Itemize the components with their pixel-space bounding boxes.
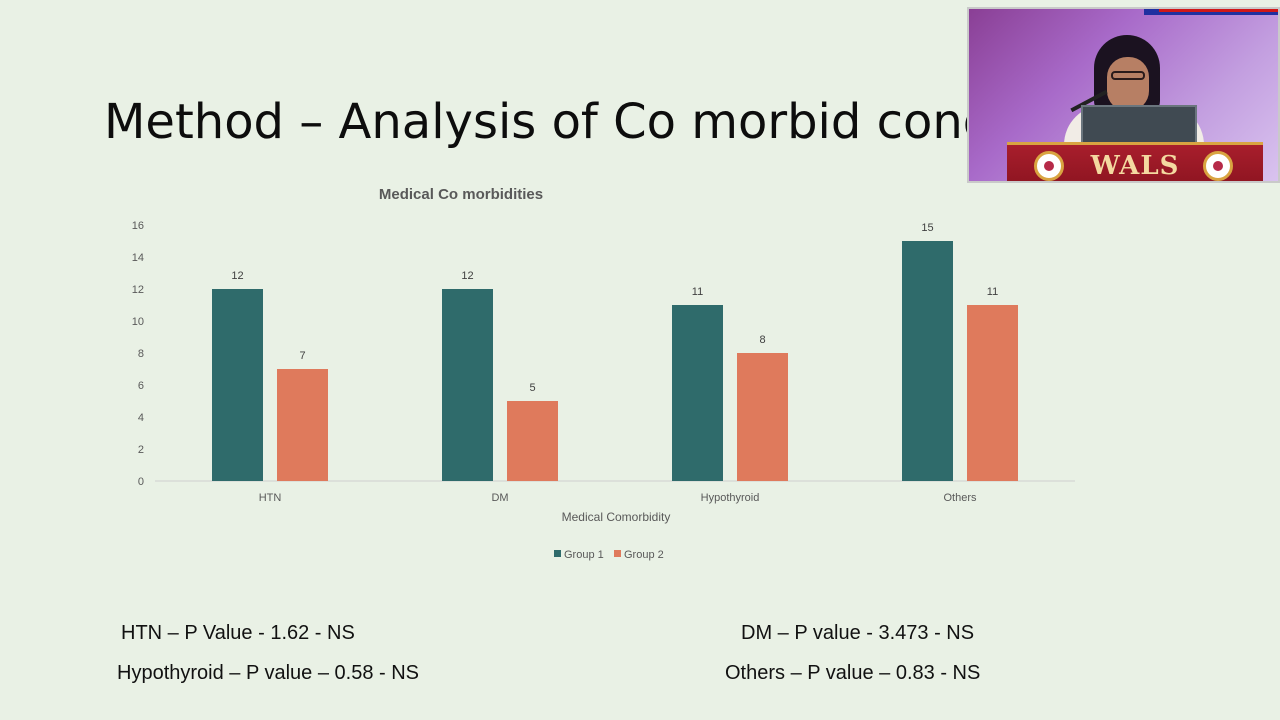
hypothyroid-p-value: Hypothyroid – P value – 0.58 - NS xyxy=(117,662,420,684)
y-tick-label: 2 xyxy=(138,444,144,456)
legend-swatch xyxy=(614,550,621,557)
y-tick-label: 4 xyxy=(138,412,144,424)
x-axis-title: Medical Comorbidity xyxy=(562,510,671,524)
banner-stripe xyxy=(1144,9,1278,15)
bar-group-2 xyxy=(507,401,558,481)
speaker-face xyxy=(1107,57,1149,111)
y-tick-label: 14 xyxy=(132,252,144,264)
y-tick-label: 8 xyxy=(138,348,144,360)
y-tick-label: 16 xyxy=(132,220,144,232)
legend-swatch xyxy=(554,550,561,557)
dm-p-value: DM – P value - 3.473 - NS xyxy=(741,622,975,644)
x-tick-label: Hypothyroid xyxy=(701,492,760,504)
data-label: 11 xyxy=(987,286,998,298)
laptop-icon xyxy=(1081,105,1197,145)
podium: WALS xyxy=(1007,142,1263,181)
data-label: 12 xyxy=(231,270,243,282)
data-label: 11 xyxy=(692,286,703,298)
slide-title: Method – Analysis of Co morbid condi xyxy=(104,94,1007,150)
data-label: 8 xyxy=(759,334,765,346)
chart-title: Medical Co morbidities xyxy=(379,186,543,203)
data-label: 12 xyxy=(461,270,473,282)
y-tick-label: 10 xyxy=(132,316,144,328)
glasses-icon xyxy=(1111,71,1145,80)
data-label: 5 xyxy=(529,382,535,394)
bar-group-1 xyxy=(442,289,493,481)
bar-group-1 xyxy=(902,241,953,481)
speaker-video-inset: WALS xyxy=(967,7,1280,183)
x-tick-label: HTN xyxy=(259,492,282,504)
y-tick-label: 12 xyxy=(132,284,144,296)
right-seal-icon xyxy=(1203,151,1233,181)
left-seal-icon xyxy=(1034,151,1064,181)
x-tick-label: Others xyxy=(943,492,977,504)
y-tick-label: 0 xyxy=(138,476,144,488)
legend-label: Group 2 xyxy=(624,549,664,561)
data-label: 7 xyxy=(299,350,305,362)
bar-group-2 xyxy=(967,305,1018,481)
x-tick-label: DM xyxy=(491,492,508,504)
bar-group-1 xyxy=(212,289,263,481)
bar-group-2 xyxy=(277,369,328,481)
bar-group-1 xyxy=(672,305,723,481)
htn-p-value: HTN – P Value - 1.62 - NS xyxy=(121,622,355,644)
others-p-value: Others – P value – 0.83 - NS xyxy=(725,662,981,684)
bar-group-2 xyxy=(737,353,788,481)
podium-label: WALS xyxy=(1090,151,1180,181)
legend-label: Group 1 xyxy=(564,549,604,561)
data-label: 15 xyxy=(921,222,933,234)
banner-stripe-red xyxy=(1159,9,1278,12)
y-tick-label: 6 xyxy=(138,380,144,392)
